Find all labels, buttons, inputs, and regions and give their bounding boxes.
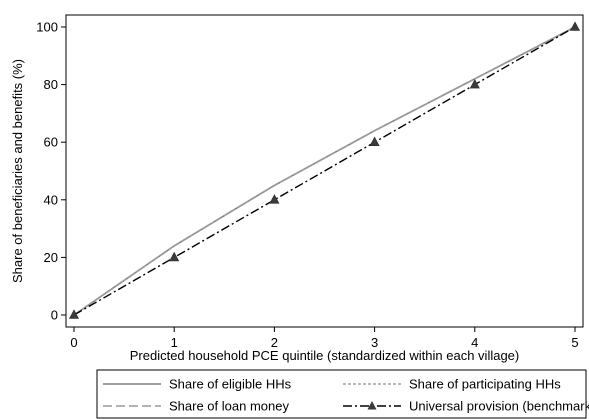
y-tick-label: 100 (36, 20, 58, 35)
legend: Share of eligible HHs Share of participat… (96, 369, 589, 419)
x-axis-title: Predicted household PCE quintile (standa… (130, 348, 520, 363)
series-line-4 (73, 26, 576, 316)
series-marker (269, 194, 280, 204)
series-marker (570, 21, 580, 31)
y-axis: 0 20 40 60 80 100 (36, 20, 66, 323)
x-tick-label: 4 (471, 335, 478, 350)
y-tick-label: 0 (51, 308, 58, 323)
x-tick-label: 1 (171, 335, 178, 350)
y-tick-label: 40 (44, 192, 58, 207)
series-marker (469, 78, 480, 89)
legend-label-3: Share of loan money (169, 399, 289, 414)
legend-label-1: Share of eligible HHs (169, 377, 292, 392)
x-tick-label: 2 (271, 335, 278, 350)
y-axis-title: Share of beneficiaries and benefits (%) (10, 59, 25, 283)
series-marker (69, 309, 79, 319)
x-tick-label: 0 (70, 335, 77, 350)
legend-marker (367, 401, 377, 410)
series-marker (369, 136, 380, 146)
y-tick-label: 20 (44, 250, 58, 265)
legend-label-4: Universal provision (benchmark) (409, 399, 589, 414)
x-tick-label: 3 (371, 335, 378, 350)
y-tick-label: 60 (44, 135, 58, 150)
plot-border (65, 14, 584, 328)
y-tick-label: 80 (44, 77, 58, 92)
legend-label-2: Share of participating HHs (409, 377, 561, 392)
series-layer (69, 21, 580, 319)
series-line-3 (73, 26, 576, 316)
plot-frame (65, 14, 584, 328)
legend-box (96, 369, 587, 419)
series-marker (169, 251, 180, 262)
x-axis: 0 1 2 3 4 5 (70, 327, 579, 350)
x-tick-label: 5 (571, 335, 578, 350)
series-line-2 (73, 26, 576, 316)
